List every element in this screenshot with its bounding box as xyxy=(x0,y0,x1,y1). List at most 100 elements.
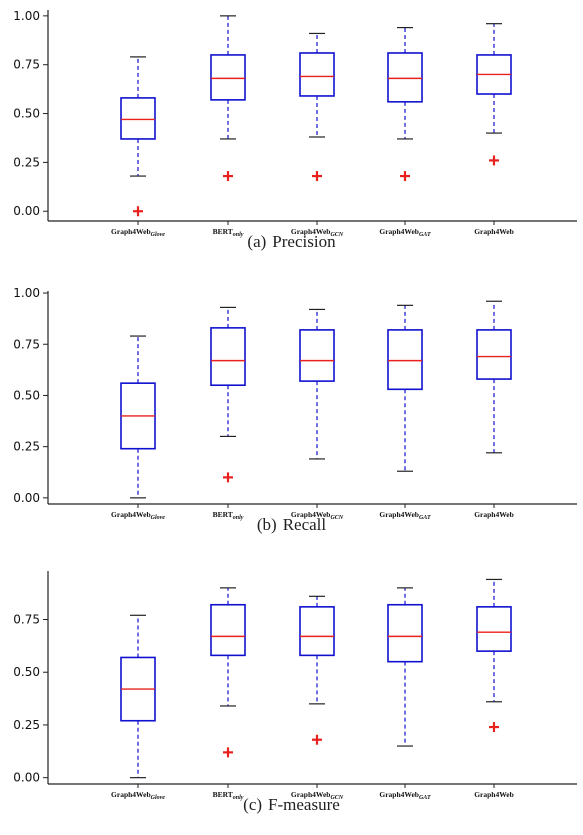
y-tick-label: 0.50 xyxy=(13,107,40,121)
category-subscript: only xyxy=(233,515,244,521)
category-main: BERT xyxy=(213,227,233,236)
y-tick-label: 0.00 xyxy=(13,771,40,785)
category-main: Graph4Web xyxy=(291,790,331,799)
iqr-box xyxy=(476,606,512,652)
outlier-marker xyxy=(489,155,499,166)
category-subscript: GCN xyxy=(330,232,343,238)
outlier-marker xyxy=(312,171,322,182)
category-subscript: only xyxy=(233,795,244,801)
caption-letter: (a) xyxy=(247,232,267,251)
category-main: Graph4Web xyxy=(379,227,419,236)
category-main: Graph4Web xyxy=(291,510,331,519)
recall-caption: (b) Recall xyxy=(0,515,583,535)
x-category-label: Graph4WebGCN xyxy=(291,790,344,801)
x-category-label: BERTonly xyxy=(213,510,244,521)
iqr-box xyxy=(476,329,512,380)
box-3 xyxy=(299,32,335,182)
x-category-label: Graph4WebGAT xyxy=(379,510,431,521)
box-4 xyxy=(387,304,423,472)
category-main: BERT xyxy=(213,790,233,799)
category-main: Graph4Web xyxy=(474,227,514,236)
recall-panel: 0.00 0.25 0.50 0.75 1.00 Graph4WebGlove BERTon… xyxy=(0,283,583,555)
x-category-label: Graph4WebGCN xyxy=(291,510,344,521)
box-2 xyxy=(210,587,246,758)
precision-panel: 0.00 0.25 0.50 0.75 1.00 Graph4WebGlove BERTon… xyxy=(0,0,583,272)
y-tick-label: 0.25 xyxy=(13,155,40,169)
category-subscript: GCN xyxy=(330,795,343,801)
x-category-label: Graph4WebGCN xyxy=(291,227,344,238)
iqr-box xyxy=(387,52,423,103)
category-subscript: GAT xyxy=(419,232,431,238)
outlier-marker xyxy=(223,472,233,483)
outlier-marker xyxy=(133,206,143,217)
y-tick-label: 1.00 xyxy=(13,9,40,23)
caption-text: F-measure xyxy=(268,795,340,814)
box-5 xyxy=(476,578,512,733)
outlier-marker xyxy=(223,747,233,758)
x-category-label: Graph4WebGlove xyxy=(111,510,165,521)
iqr-box xyxy=(120,97,156,140)
x-category-label: BERTonly xyxy=(213,227,244,238)
caption-text: Recall xyxy=(282,515,327,534)
outlier-marker xyxy=(312,734,322,745)
outlier-marker xyxy=(489,722,499,733)
iqr-box xyxy=(210,54,246,101)
iqr-box xyxy=(210,327,246,387)
iqr-box xyxy=(299,329,335,382)
x-category-label: Graph4Web xyxy=(474,510,514,519)
category-subscript: only xyxy=(233,232,244,238)
category-main: Graph4Web xyxy=(111,790,151,799)
category-subscript: Glove xyxy=(151,795,166,801)
iqr-box xyxy=(299,52,335,97)
category-main: Graph4Web xyxy=(379,510,419,519)
box-1 xyxy=(120,614,156,779)
x-category-label: Graph4WebGAT xyxy=(379,227,431,238)
outlier-marker xyxy=(400,171,410,182)
y-tick-label: 0.75 xyxy=(13,58,40,72)
box-4 xyxy=(387,587,423,747)
y-tick-label: 0.25 xyxy=(13,718,40,732)
category-subscript: GCN xyxy=(330,515,343,521)
box-3 xyxy=(299,595,335,745)
category-subscript: Glove xyxy=(151,232,166,238)
caption-text: Precision xyxy=(272,232,336,251)
caption-letter: (c) xyxy=(243,795,263,814)
f-measure-panel: 0.00 0.25 0.50 0.75 Graph4WebGlove BERTonly Gr… xyxy=(0,563,583,835)
iqr-box xyxy=(387,329,423,391)
x-category-label: BERTonly xyxy=(213,790,244,801)
x-category-label: Graph4WebGlove xyxy=(111,227,165,238)
category-subscript: GAT xyxy=(419,795,431,801)
iqr-box xyxy=(387,603,423,663)
f-measure-caption: (c) F-measure xyxy=(0,795,583,815)
box-4 xyxy=(387,26,423,182)
box-1 xyxy=(120,56,156,217)
category-main: Graph4Web xyxy=(379,790,419,799)
category-subscript: Glove xyxy=(151,515,166,521)
precision-caption: (a) Precision xyxy=(0,232,583,252)
box-3 xyxy=(299,308,335,460)
x-category-label: Graph4Web xyxy=(474,227,514,236)
box-5 xyxy=(476,300,512,454)
category-main: Graph4Web xyxy=(474,790,514,799)
iqr-box xyxy=(299,606,335,657)
y-tick-label: 0.00 xyxy=(13,204,40,218)
category-main: BERT xyxy=(213,510,233,519)
category-main: Graph4Web xyxy=(474,510,514,519)
y-tick-label: 0.75 xyxy=(13,337,40,351)
category-main: Graph4Web xyxy=(291,227,331,236)
x-category-label: Graph4WebGlove xyxy=(111,790,165,801)
y-tick-label: 0.25 xyxy=(13,440,40,454)
y-tick-label: 0.00 xyxy=(13,491,40,505)
y-tick-label: 0.50 xyxy=(13,388,40,402)
category-subscript: GAT xyxy=(419,515,431,521)
x-category-label: Graph4WebGAT xyxy=(379,790,431,801)
y-tick-label: 0.75 xyxy=(13,613,40,627)
caption-letter: (b) xyxy=(256,515,277,534)
box-2 xyxy=(210,306,246,483)
y-tick-label: 0.50 xyxy=(13,665,40,679)
box-5 xyxy=(476,23,512,166)
